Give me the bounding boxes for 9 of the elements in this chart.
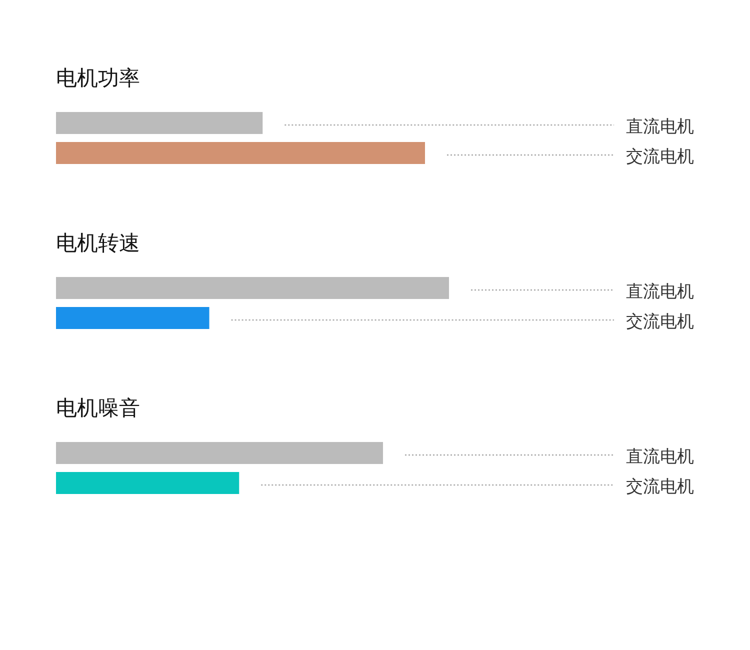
title: 电机功率 bbox=[56, 66, 140, 90]
category-label: 交流电机 bbox=[626, 477, 694, 497]
category-label: 直流电机 bbox=[626, 117, 694, 137]
category-label: 直流电机 bbox=[626, 447, 694, 467]
title: 电机噪音 bbox=[56, 396, 140, 420]
title: 电机转速 bbox=[56, 231, 140, 255]
category-label: 交流电机 bbox=[626, 312, 694, 332]
category-label: 交流电机 bbox=[626, 147, 694, 167]
category-label: 直流电机 bbox=[626, 282, 694, 302]
